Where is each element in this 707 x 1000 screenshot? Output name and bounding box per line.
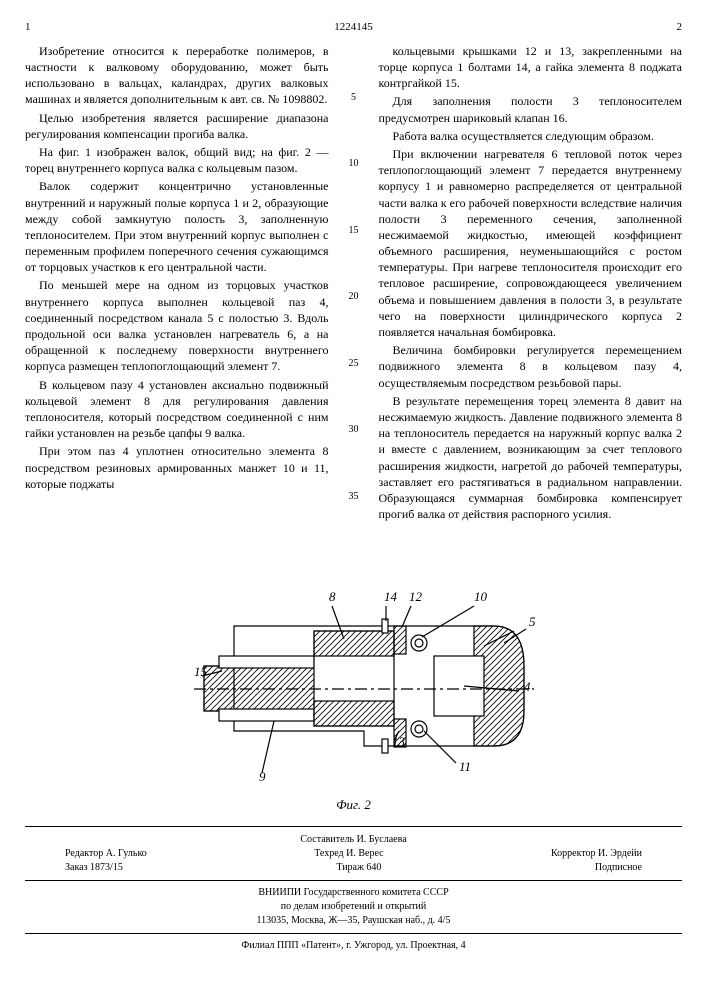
tech-editor: Техред И. Верес: [314, 847, 383, 861]
right-column: кольцевыми крышками 12 и 13, закрепленны…: [379, 43, 683, 557]
line-number: 10: [347, 157, 361, 171]
line-number: 30: [347, 423, 361, 437]
svg-text:9: 9: [259, 769, 266, 784]
corrector: Корректор И. Эрдейи: [551, 847, 642, 861]
compiler: Составитель И. Буслаева: [25, 833, 682, 847]
svg-text:14: 14: [384, 589, 398, 604]
paragraph: Для заполнения полости 3 теплоносителем …: [379, 93, 683, 125]
svg-text:4: 4: [524, 679, 531, 694]
line-number: 25: [347, 357, 361, 371]
paragraph: В результате перемещения торец элемента …: [379, 393, 683, 523]
paragraph: Работа валка осуществляется следующим об…: [379, 128, 683, 144]
paragraph: При этом паз 4 уплотнен относительно эле…: [25, 443, 329, 492]
page-header: 1 1224145 2: [25, 20, 682, 35]
left-column: Изобретение относится к переработке поли…: [25, 43, 329, 557]
paragraph: На фиг. 1 изображен валок, общий вид; на…: [25, 144, 329, 176]
paragraph: По меньшей мере на одном из торцовых уча…: [25, 277, 329, 374]
footer: Составитель И. Буслаева Редактор А. Гуль…: [25, 826, 682, 953]
org-line-2: по делам изобретений и открытий: [25, 900, 682, 914]
line-number: 20: [347, 290, 361, 304]
line-number: 15: [347, 224, 361, 238]
text-columns: Изобретение относится к переработке поли…: [25, 43, 682, 557]
svg-text:13: 13: [392, 734, 406, 749]
technical-drawing: 8 14 12 10 5 4 15 9 13 11: [164, 571, 544, 791]
tirage: Тираж 640: [336, 861, 381, 875]
paragraph: Изобретение относится к переработке поли…: [25, 43, 329, 108]
figure-2: 8 14 12 10 5 4 15 9 13 11 Фиг. 2: [25, 571, 682, 814]
figure-label: Фиг. 2: [25, 796, 682, 814]
address-2: Филиал ППП «Патент», г. Ужгород, ул. Про…: [25, 939, 682, 953]
page-num-right: 2: [677, 20, 683, 35]
org-line-1: ВНИИПИ Государственного комитета СССР: [25, 886, 682, 900]
line-number-gutter: 5 10 15 20 25 30 35: [347, 43, 361, 557]
paragraph: В кольцевом пазу 4 установлен аксиально …: [25, 377, 329, 442]
paragraph: кольцевыми крышками 12 и 13, закрепленны…: [379, 43, 683, 92]
line-number: 5: [347, 91, 361, 105]
paragraph: Целью изобретения является расширение ди…: [25, 110, 329, 142]
address-1: 113035, Москва, Ж—35, Раушская наб., д. …: [25, 914, 682, 928]
svg-text:12: 12: [409, 589, 423, 604]
svg-text:5: 5: [529, 614, 536, 629]
paragraph: Валок содержит концентрично установленны…: [25, 178, 329, 275]
paragraph: Величина бомбировки регулируется перемещ…: [379, 342, 683, 391]
editor: Редактор А. Гулько: [65, 847, 147, 861]
document-number: 1224145: [31, 20, 677, 35]
svg-text:10: 10: [474, 589, 488, 604]
line-number: 35: [347, 490, 361, 504]
order-number: Заказ 1873/15: [65, 861, 123, 875]
svg-text:15: 15: [194, 664, 208, 679]
signed: Подписное: [595, 861, 642, 875]
svg-text:8: 8: [329, 589, 336, 604]
paragraph: При включении нагревателя 6 тепловой пот…: [379, 146, 683, 340]
svg-text:11: 11: [459, 759, 471, 774]
